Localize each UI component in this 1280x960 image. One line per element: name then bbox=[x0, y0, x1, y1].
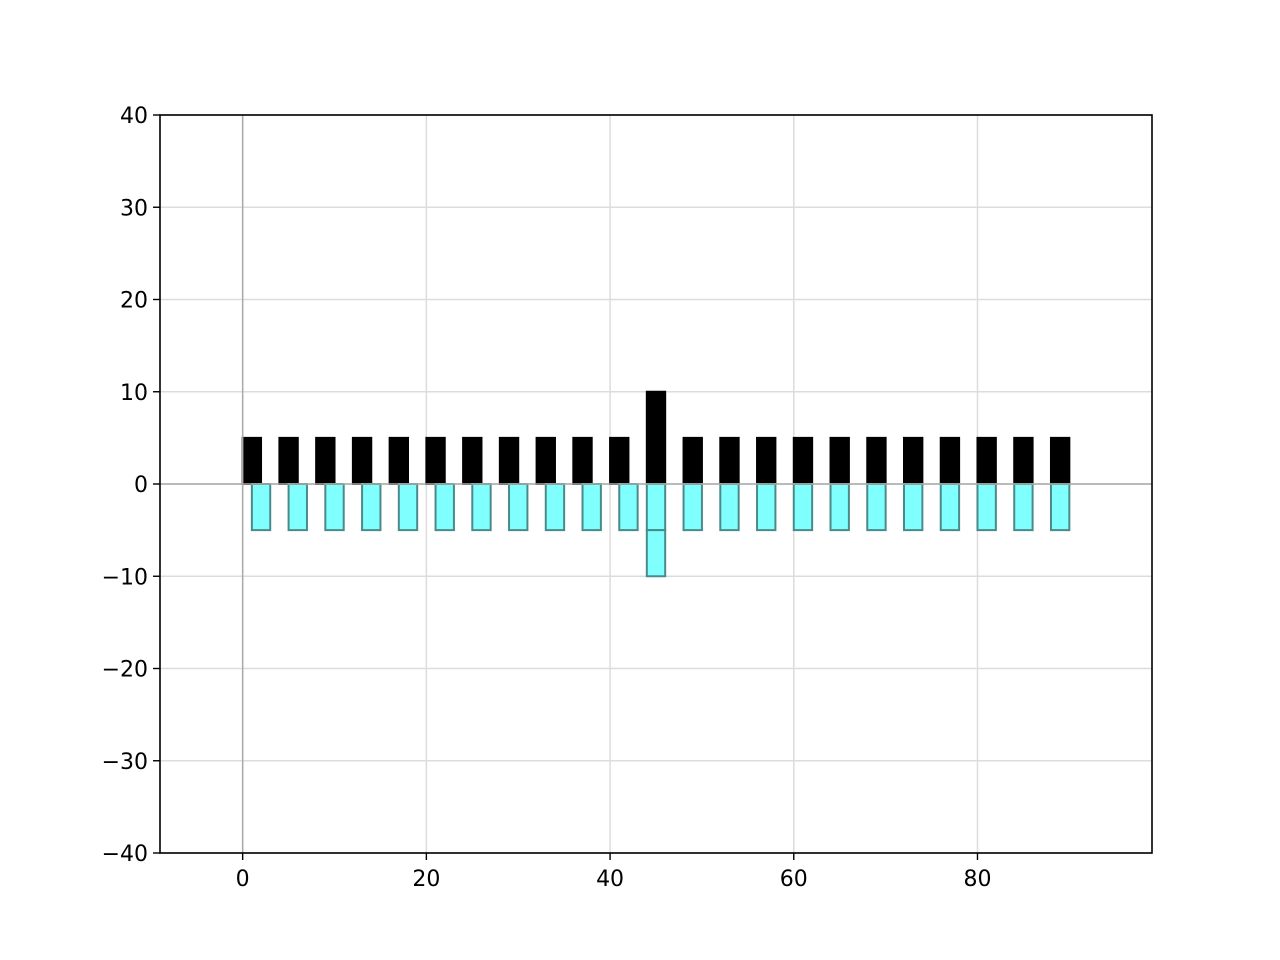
zero-lines bbox=[160, 115, 1152, 853]
bar-0-6 bbox=[462, 436, 483, 485]
bar-1-1 bbox=[287, 483, 308, 532]
bar-0-8 bbox=[535, 436, 556, 485]
bar-1-4 bbox=[397, 483, 419, 532]
bar-1-5 bbox=[434, 483, 455, 532]
bar-0-12 bbox=[682, 436, 703, 485]
y-tick-label: 20 bbox=[120, 289, 148, 314]
bar-0-9 bbox=[572, 436, 593, 485]
bar-1-12 bbox=[682, 483, 703, 532]
bar-0-11 bbox=[645, 390, 667, 485]
y-tick-label: 30 bbox=[120, 196, 148, 221]
y-tick-label: −10 bbox=[102, 565, 148, 590]
bar-1-7 bbox=[508, 483, 529, 532]
bar-0-18 bbox=[903, 436, 924, 485]
y-tick-label: 10 bbox=[120, 381, 148, 406]
bar-0-16 bbox=[829, 436, 850, 485]
axis-ticks: 0 20 40 60 80 −40 −30 −20 −10 0 10 20 30 40 bbox=[102, 104, 992, 892]
bar-0-3 bbox=[351, 436, 373, 485]
bar-1-22 bbox=[1049, 483, 1071, 532]
x-tick-label: 80 bbox=[963, 867, 991, 892]
bar-1-20 bbox=[976, 483, 997, 532]
bar-0-17 bbox=[866, 436, 887, 485]
bar-0-0 bbox=[241, 436, 263, 485]
bar-0-7 bbox=[498, 436, 520, 485]
bar-1-18 bbox=[903, 483, 924, 532]
bar-1-11 bbox=[645, 483, 667, 532]
bar-0-22 bbox=[1049, 436, 1071, 485]
x-tick-label: 0 bbox=[236, 867, 250, 892]
y-tick-label: −20 bbox=[102, 658, 148, 683]
y-tick-label: −40 bbox=[102, 842, 148, 867]
bar-0-20 bbox=[976, 436, 997, 485]
bar-1-9 bbox=[581, 483, 602, 532]
bar-2-0 bbox=[645, 529, 667, 578]
bar-0-5 bbox=[425, 436, 446, 485]
bar-1-16 bbox=[829, 483, 850, 532]
bar-1-21 bbox=[1013, 483, 1034, 532]
y-tick-label: −30 bbox=[102, 750, 148, 775]
x-tick-label: 40 bbox=[596, 867, 624, 892]
x-tick-label: 20 bbox=[412, 867, 440, 892]
bar-1-14 bbox=[756, 483, 777, 532]
bar-1-8 bbox=[544, 483, 566, 532]
bar-0-2 bbox=[315, 436, 336, 485]
bar-1-13 bbox=[719, 483, 740, 532]
bar-1-19 bbox=[939, 483, 961, 532]
bar-0-14 bbox=[756, 436, 777, 485]
bar-1-10 bbox=[618, 483, 639, 532]
bar-1-3 bbox=[361, 483, 382, 532]
y-tick-label: 40 bbox=[120, 104, 148, 129]
bar-1-0 bbox=[250, 483, 272, 532]
bar-1-15 bbox=[792, 483, 814, 532]
y-tick-label: 0 bbox=[134, 473, 148, 498]
bar-0-13 bbox=[719, 436, 740, 485]
bar-0-10 bbox=[609, 436, 630, 485]
bar-0-21 bbox=[1013, 436, 1034, 485]
bar-1-6 bbox=[471, 483, 492, 532]
bar-0-1 bbox=[278, 436, 299, 485]
x-tick-label: 60 bbox=[780, 867, 808, 892]
bar-0-15 bbox=[792, 436, 814, 485]
bar-0-4 bbox=[388, 436, 410, 485]
bar-1-2 bbox=[324, 483, 345, 532]
bar-0-19 bbox=[939, 436, 961, 485]
bar-1-17 bbox=[866, 483, 887, 532]
